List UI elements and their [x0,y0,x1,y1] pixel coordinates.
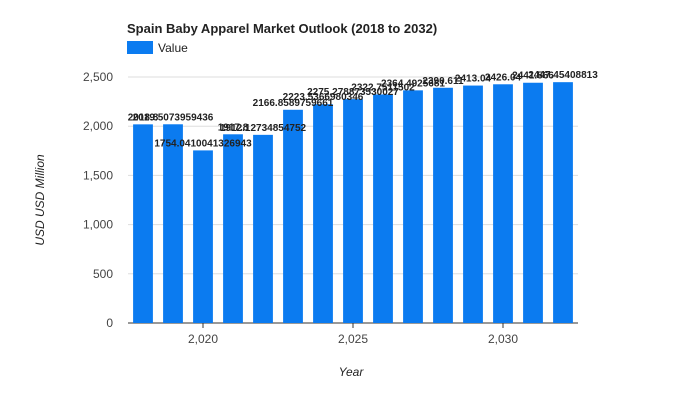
y-tick-label: 0 [106,316,113,330]
bar-value-label: 2447.45408813 [528,70,598,81]
y-tick-label: 2,000 [83,119,113,133]
bars [133,82,573,324]
x-axis-ticks: 2,020 2,025 2,030 [188,323,518,346]
bar-value-label: 2019.5073959436 [133,112,214,123]
bar-value-label: 2275.278873530027 [307,87,399,98]
x-axis-title: Year [339,365,365,379]
x-tick-label: 2,020 [188,332,218,346]
bar [163,124,183,324]
legend-label: Value [158,41,188,55]
bar [253,134,273,323]
bar [223,134,243,323]
bar-value-label: 1917.8 [218,122,249,133]
bar [523,82,543,324]
bar [283,109,303,323]
y-tick-label: 1,000 [83,218,113,232]
bar [403,90,423,323]
bar [193,150,213,323]
bar [373,94,393,323]
y-axis-ticks: 0 500 1,000 1,500 2,000 2,500 [83,70,113,330]
y-tick-label: 2,500 [83,70,113,84]
bar-value-label: 2413.04 [455,74,492,85]
bar [553,82,573,323]
bar-value-label: 2441.566 [512,71,554,82]
chart-title: Spain Baby Apparel Market Outlook (2018 … [127,21,437,36]
bar [133,124,153,323]
bar-value-label: 1912.12734854752 [220,123,307,134]
bar [433,87,453,324]
bar [463,85,483,324]
y-tick-label: 500 [93,267,113,281]
bar [313,104,333,324]
bar-value-label: 2390.611 [422,76,464,87]
bar-value-label: 2426.04 [485,72,522,83]
bar-value-label: 2223.5366980346 [283,92,364,103]
bar [343,99,363,323]
bar-value-label: 2018.8 [128,112,159,123]
x-tick-label: 2,025 [338,332,368,346]
bar-value-label: 2364.4925681 [381,78,445,89]
y-tick-label: 1,500 [83,168,113,182]
y-axis-title: USD USD Million [33,154,47,246]
legend-swatch [127,41,153,54]
x-tick-label: 2,030 [488,332,518,346]
bar-value-label: 1754.0410041326943 [154,138,252,149]
bar-value-label: 2166.8589759661 [253,98,334,109]
bar-value-label: 2322.7511502 [351,82,415,93]
bar [493,84,513,323]
